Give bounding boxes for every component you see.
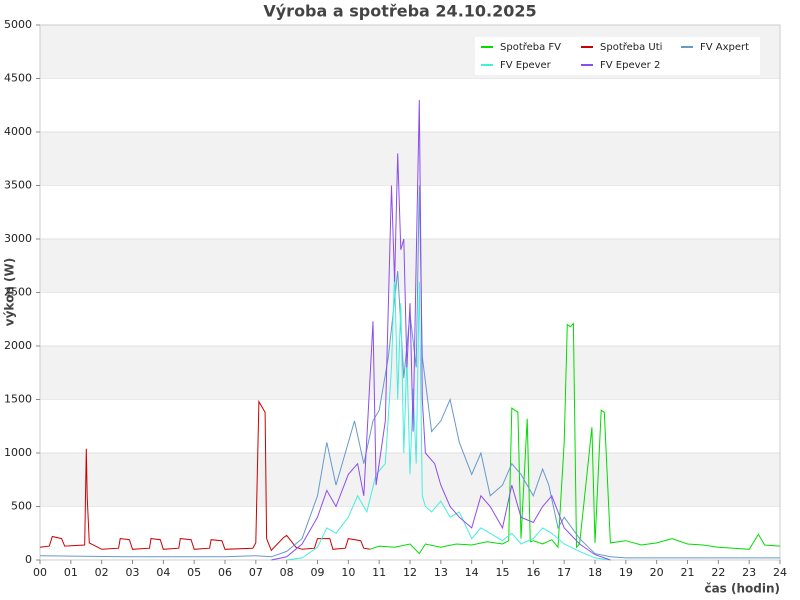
y-tick-label: 3000 [4, 232, 32, 245]
x-tick-label: 14 [465, 566, 479, 579]
x-tick-label: 17 [557, 566, 571, 579]
legend-label: Spotřeba FV [500, 41, 561, 53]
x-tick-label: 19 [619, 566, 633, 579]
series-line [369, 322, 781, 555]
grid-band [40, 132, 780, 186]
x-tick-label: 12 [403, 566, 417, 579]
x-tick-label: 22 [711, 566, 725, 579]
y-tick-label: 0 [25, 553, 32, 566]
x-tick-label: 10 [341, 566, 355, 579]
legend-label: FV Axpert [700, 42, 749, 53]
grid [40, 24, 780, 507]
y-tick-label: 4500 [4, 72, 32, 85]
series-line [39, 399, 370, 552]
x-tick-label: 08 [280, 566, 294, 579]
x-tick-label: 03 [126, 566, 140, 579]
x-tick-label: 23 [742, 566, 756, 579]
x-tick-label: 15 [496, 566, 510, 579]
x-tick-label: 01 [64, 566, 78, 579]
x-tick-label: 21 [681, 566, 695, 579]
grid-band [40, 346, 780, 400]
x-tick-label: 16 [526, 566, 540, 579]
chart-title: Výroba a spotřeba 24.10.2025 [263, 2, 536, 21]
x-tick-label: 02 [95, 566, 109, 579]
y-axis-title: výkon (W) [3, 258, 17, 326]
x-tick-label: 05 [187, 566, 201, 579]
y-tick-label: 4000 [4, 125, 32, 138]
legend-label: Spotřeba Uti [600, 41, 662, 53]
y-tick-label: 500 [11, 500, 32, 513]
x-tick-label: 24 [773, 566, 787, 579]
y-tick-label: 1500 [4, 393, 32, 406]
series-line [286, 271, 611, 561]
series-line [271, 99, 611, 561]
y-tick-label: 2000 [4, 339, 32, 352]
y-tick-label: 1000 [4, 446, 32, 459]
x-tick-label: 04 [156, 566, 170, 579]
legend-box [475, 37, 760, 75]
grid-band [40, 239, 780, 293]
legend-label: FV Epever [500, 60, 552, 71]
legend-label: FV Epever 2 [600, 60, 660, 71]
y-tick-label: 3500 [4, 179, 32, 192]
x-tick-label: 07 [249, 566, 263, 579]
x-axis-title: čas (hodin) [704, 582, 780, 596]
x-tick-label: 20 [650, 566, 664, 579]
x-tick-label: 00 [33, 566, 47, 579]
x-tick-label: 09 [311, 566, 325, 579]
x-tick-label: 18 [588, 566, 602, 579]
x-tick-label: 13 [434, 566, 448, 579]
x-tick-label: 06 [218, 566, 232, 579]
y-tick-label: 2500 [4, 286, 32, 299]
x-tick-label: 11 [372, 566, 386, 579]
legend: Spotřeba FV Spotřeba Uti FV Axpert FV Epeve… [475, 37, 760, 75]
y-tick-label: 5000 [4, 18, 32, 31]
